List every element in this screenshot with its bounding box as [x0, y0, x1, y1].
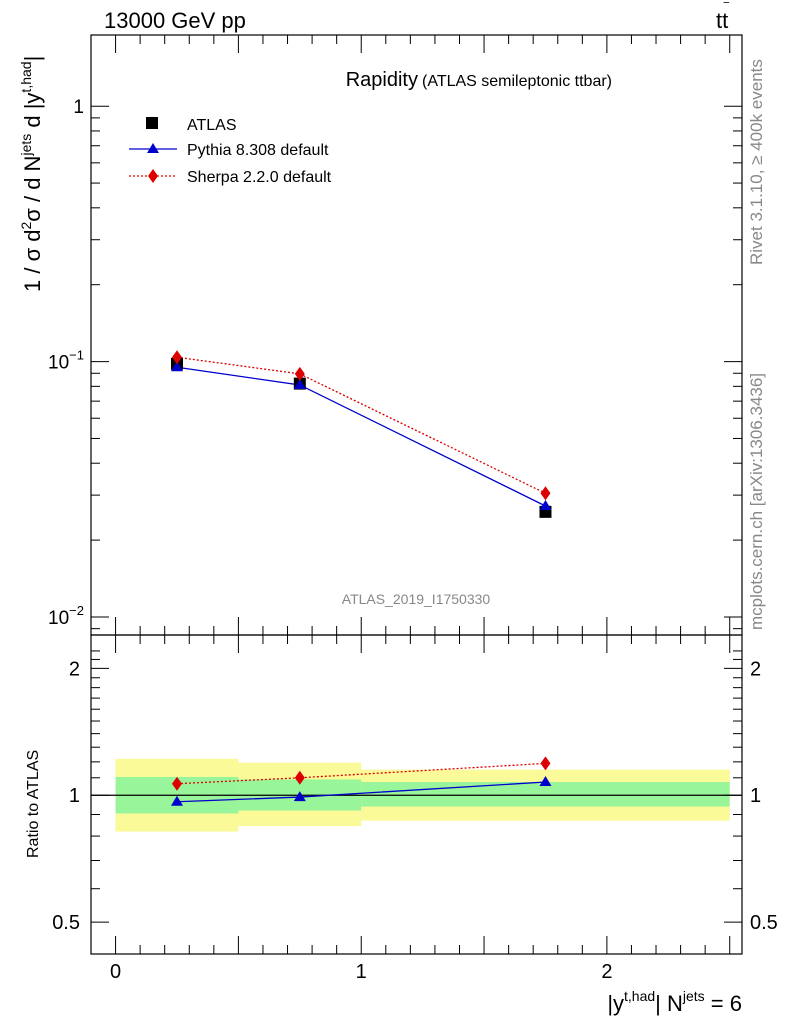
process-label: tt — [716, 8, 728, 33]
series-line-1 — [176, 366, 546, 507]
sherpa-point — [171, 350, 182, 365]
ratio-y-tick-label: 0.5 — [52, 912, 80, 934]
process-bar: ‾ — [723, 0, 730, 16]
legend-atlas-marker — [146, 117, 158, 129]
x-tick-label: 1 — [356, 961, 367, 983]
x-tick-label: 0 — [110, 961, 121, 983]
analysis-label: ATLAS_2019_I1750330 — [342, 591, 491, 607]
ratio-pythia-point — [170, 795, 183, 806]
mcplots-label: mcplots.cern.ch [arXiv:1306.3436] — [747, 373, 766, 630]
ratio-y-tick-label: 1 — [69, 785, 80, 807]
main-panel: 10−2 10−1 1 Rapidity (ATLAS semileptonic t… — [18, 34, 743, 636]
legend: ATLAS Pythia 8.308 default Sherpa 2.2.0 … — [129, 117, 332, 186]
ratio-pythia-point — [539, 775, 552, 786]
chart-subtitle: (ATLAS semileptonic ttbar) — [422, 73, 612, 90]
ratio-y-tick-label-right: 0.5 — [750, 912, 778, 934]
pythia-point — [293, 378, 306, 389]
ratio-sherpa-point — [540, 756, 551, 771]
main-marks — [170, 350, 552, 518]
ratio-y-tick-label: 2 — [69, 658, 80, 680]
x-tick-label: 2 — [601, 961, 612, 983]
series-line-2 — [176, 356, 546, 494]
ratio-ticks: 0.5 0.5 1 1 2 2 0 1 2 — [52, 635, 778, 983]
sherpa-point — [540, 486, 551, 501]
rivet-label: Rivet 3.1.10, ≥ 400k events — [747, 59, 766, 265]
main-ticks: 10−2 10−1 1 — [48, 35, 742, 635]
ratio-panel: 0.5 0.5 1 1 2 2 0 1 2 Ratio to ATLAS |yt,had| Nj… — [25, 634, 778, 1016]
y-tick-label: 10−2 — [48, 603, 84, 629]
ratio-y-label: Ratio to ATLAS — [25, 750, 42, 858]
ratio-y-tick-label-right: 2 — [750, 658, 761, 680]
pythia-point — [539, 499, 552, 510]
ratio-marks — [91, 756, 742, 832]
legend-sherpa-marker — [148, 169, 158, 183]
ratio-sherpa-point — [294, 770, 305, 785]
y-axis-label: 1 / σ d2σ / d Njets d |yt,had| — [18, 56, 45, 292]
y-tick-label: 10−1 — [48, 348, 84, 374]
ratio-series-line-1 — [176, 762, 546, 785]
uncertainty-band-inner — [361, 781, 730, 807]
sherpa-point — [294, 366, 305, 381]
energy-label: 13000 GeV pp — [104, 8, 246, 33]
y-tick-label: 1 — [73, 97, 84, 118]
legend-pythia-label: Pythia 8.308 default — [187, 142, 329, 159]
legend-atlas-label: ATLAS — [187, 117, 237, 134]
chart-title: Rapidity — [346, 69, 418, 91]
pythia-point — [170, 361, 183, 372]
ratio-frame — [90, 634, 743, 955]
legend-pythia-marker — [147, 143, 159, 153]
x-axis-label: |yt,had| Njets = 6 — [607, 988, 742, 1016]
ratio-sherpa-point — [171, 776, 182, 791]
legend-sherpa-label: Sherpa 2.2.0 default — [187, 169, 332, 186]
ratio-y-tick-label-right: 1 — [750, 785, 761, 807]
ratio-pythia-point — [293, 791, 306, 802]
